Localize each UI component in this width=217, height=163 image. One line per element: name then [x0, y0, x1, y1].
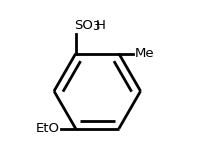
Text: SO: SO — [74, 19, 93, 32]
Text: EtO: EtO — [36, 122, 60, 135]
Text: Me: Me — [135, 47, 155, 60]
Text: 3: 3 — [92, 20, 100, 33]
Text: H: H — [96, 19, 106, 32]
